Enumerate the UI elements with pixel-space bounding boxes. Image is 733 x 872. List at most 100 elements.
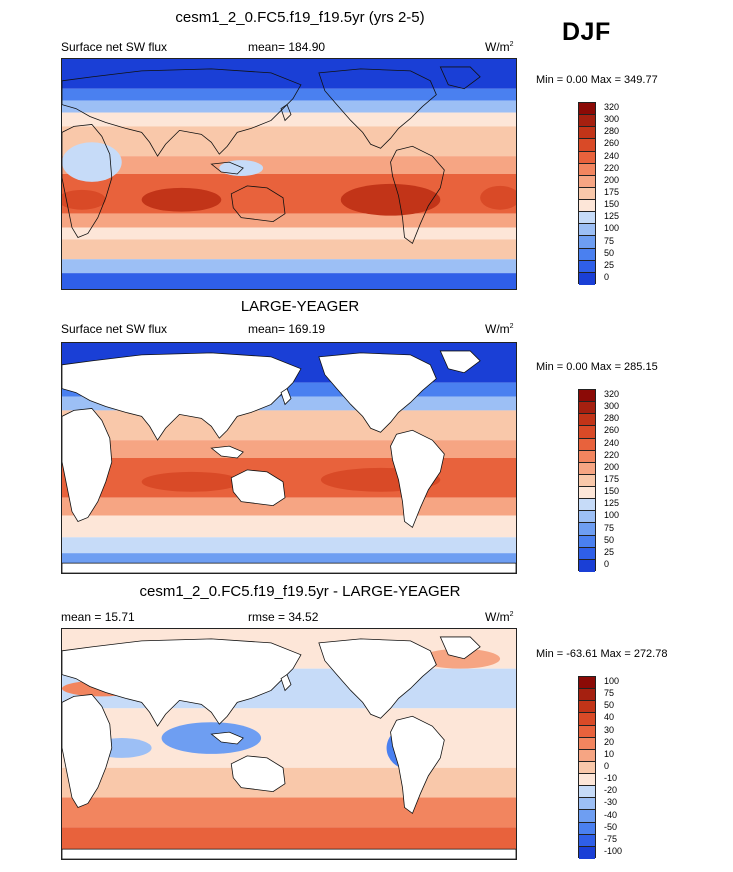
colorbar-tick-label: -75: [604, 833, 618, 844]
panel-3-units: W/m2: [485, 610, 514, 624]
colorbar-tick-label: 150: [604, 199, 620, 210]
season-label: DJF: [562, 18, 611, 46]
colorbar-tick-label: 50: [604, 534, 615, 545]
colorbar-swatch: [579, 737, 595, 750]
northern-high-lat-band: [62, 59, 516, 89]
coastline-japan: [280, 104, 292, 122]
colorbar-swatch: [579, 115, 595, 128]
colorbar-swatch: [579, 689, 595, 702]
colorbar-swatch: [579, 810, 595, 823]
colorbar-tick-label: 320: [604, 389, 620, 400]
colorbar-tick-label: -10: [604, 773, 618, 784]
colorbar-tick-label: 40: [604, 712, 615, 723]
land-australia: [230, 469, 286, 506]
band: [62, 537, 516, 554]
land-australia: [230, 755, 286, 792]
band: [62, 112, 516, 127]
colorbar-tick-label: -50: [604, 821, 618, 832]
colorbar-tick-label: -40: [604, 809, 618, 820]
colorbar-tick-label: 75: [604, 235, 615, 246]
land-japan: [280, 674, 292, 692]
colorbar-tick-label: 300: [604, 401, 620, 412]
colorbar-tick-label: 220: [604, 162, 620, 173]
colorbar-swatch: [579, 200, 595, 213]
panel-1-map-svg: [62, 59, 516, 289]
land-africa: [62, 408, 113, 522]
colorbar-tick-label: 125: [604, 498, 620, 509]
colorbar-swatch: [579, 786, 595, 799]
band: [62, 88, 516, 101]
band: [62, 100, 516, 113]
colorbar-swatch: [579, 822, 595, 835]
panel-2-units: W/m2: [485, 322, 514, 336]
colorbar-swatch: [579, 402, 595, 415]
colorbar-swatch: [579, 511, 595, 524]
colorbar-swatch: [579, 390, 595, 403]
coastline-southAmerica: [390, 145, 445, 245]
panel-1-mean-label: mean= 184.90: [248, 40, 326, 54]
colorbar-swatch: [579, 499, 595, 512]
band: [62, 259, 516, 274]
panel-1-units: W/m2: [485, 40, 514, 54]
colorbar-tick-label: 0: [604, 761, 610, 771]
colorbar-swatch: [579, 175, 595, 188]
panel-2-minmax: Min = 0.00 Max = 285.15: [536, 361, 658, 373]
panel-3-minmax: Min = -63.61 Max = 272.78: [536, 648, 668, 660]
land-northAmerica: [318, 638, 437, 719]
land-greenland: [439, 350, 481, 374]
colorbar-tick-label: 100: [604, 223, 620, 234]
panel-2-variable-label: Surface net SW flux: [61, 322, 168, 336]
colorbar-swatch: [579, 151, 595, 164]
panel-1-minmax: Min = 0.00 Max = 349.77: [536, 74, 658, 86]
land-southAmerica: [390, 715, 445, 815]
low-blob: [219, 160, 264, 176]
panel-3-map: [61, 628, 517, 860]
colorbar-tick-label: 200: [604, 461, 620, 472]
colorbar-tick-label: 20: [604, 736, 615, 747]
colorbar-tick-label: 200: [604, 174, 620, 185]
coastline-northAmerica: [318, 68, 437, 149]
colorbar-swatch: [579, 163, 595, 176]
band: [62, 440, 516, 458]
colorbar-tick-label: 75: [604, 522, 615, 533]
colorbar-swatch: [579, 212, 595, 225]
colorbar-swatch: [579, 426, 595, 439]
colorbar-tick-label: 100: [604, 676, 620, 687]
colorbar-tick-label: 240: [604, 150, 620, 161]
colorbar-tick-label: 50: [604, 247, 615, 258]
colorbar-tick-label: 280: [604, 126, 620, 137]
band: [62, 767, 516, 798]
band: [62, 273, 516, 289]
land-antarctica: [62, 562, 516, 573]
colorbar-swatch: [579, 248, 595, 261]
colorbar-swatch: [579, 547, 595, 560]
max-blob: [62, 189, 106, 210]
panel-3-title: cesm1_2_0.FC5.f19_f19.5yr - LARGE-YEAGER: [139, 583, 461, 600]
land-greenland: [439, 636, 481, 660]
colorbar-tick-label: 260: [604, 425, 620, 436]
coastline-africa: [62, 124, 113, 238]
colorbar-swatch: [579, 701, 595, 714]
colorbar-swatch: [579, 450, 595, 463]
colorbar-swatch: [579, 224, 595, 237]
colorbar-tick-label: 50: [604, 700, 615, 711]
max-blob: [141, 187, 222, 212]
land-africa: [62, 694, 113, 808]
colorbar-swatch: [579, 236, 595, 249]
colorbar-tick-label: -100: [604, 845, 623, 856]
max-blob: [141, 471, 242, 492]
pos-blob: [420, 648, 501, 669]
colorbar-swatch: [579, 260, 595, 273]
tropical-band: [62, 126, 516, 157]
land-northAmerica: [318, 352, 437, 433]
panel-3-mean-label: mean = 15.71: [61, 610, 135, 624]
panel-3-colorbar: [578, 676, 596, 859]
land-japan: [280, 388, 292, 406]
panel-2-title: LARGE-YEAGER: [240, 298, 360, 315]
coastline-australia: [230, 185, 286, 222]
band: [62, 497, 516, 516]
colorbar-swatch: [579, 846, 595, 859]
panel-3-map-svg: [62, 629, 516, 859]
colorbar-tick-label: 150: [604, 486, 620, 497]
neg-blob: [161, 722, 262, 754]
